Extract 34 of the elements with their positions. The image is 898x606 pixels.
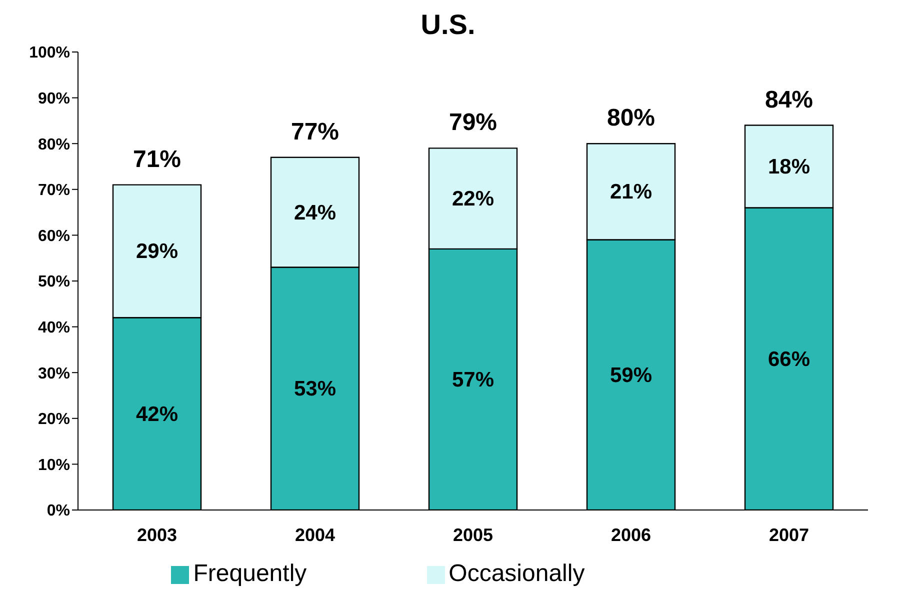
x-tick-label: 2004 <box>294 524 336 545</box>
y-tick-label: 0% <box>46 502 70 520</box>
y-tick-label: 70% <box>38 182 70 200</box>
legend-label: Frequently <box>193 560 307 587</box>
y-tick-label: 30% <box>38 365 70 382</box>
data-label: 21% <box>610 180 652 204</box>
x-tick-label: 2006 <box>610 524 652 545</box>
y-tick-label: 80% <box>38 136 70 154</box>
y-tick-label: 50% <box>38 274 70 291</box>
y-tick-label: 90% <box>38 90 70 108</box>
data-label: 29% <box>136 240 178 264</box>
total-label: 71% <box>132 146 182 173</box>
y-tick-label: 20% <box>38 411 70 428</box>
data-label: 18% <box>768 156 810 178</box>
y-tick-label: 60% <box>38 228 70 245</box>
chart-title: U.S. <box>420 8 476 42</box>
data-label: 66% <box>768 348 810 371</box>
y-tick-label: 40% <box>38 319 70 336</box>
x-tick-label: 2007 <box>768 524 810 545</box>
total-label: 79% <box>448 109 498 136</box>
data-label: 53% <box>294 378 336 401</box>
total-label: 84% <box>764 86 814 114</box>
data-label: 22% <box>452 188 494 211</box>
x-tick-label: 2005 <box>452 524 494 545</box>
total-label: 77% <box>290 118 340 146</box>
legend-label: Occasionally <box>448 560 585 587</box>
total-label: 80% <box>606 104 656 132</box>
y-tick-label: 100% <box>29 44 70 62</box>
data-label: 24% <box>294 201 336 224</box>
data-label: 59% <box>610 364 652 387</box>
x-tick-label: 2003 <box>136 524 178 545</box>
data-label: 57% <box>452 368 494 392</box>
y-tick-label: 10% <box>38 456 70 474</box>
data-label: 42% <box>136 402 178 426</box>
